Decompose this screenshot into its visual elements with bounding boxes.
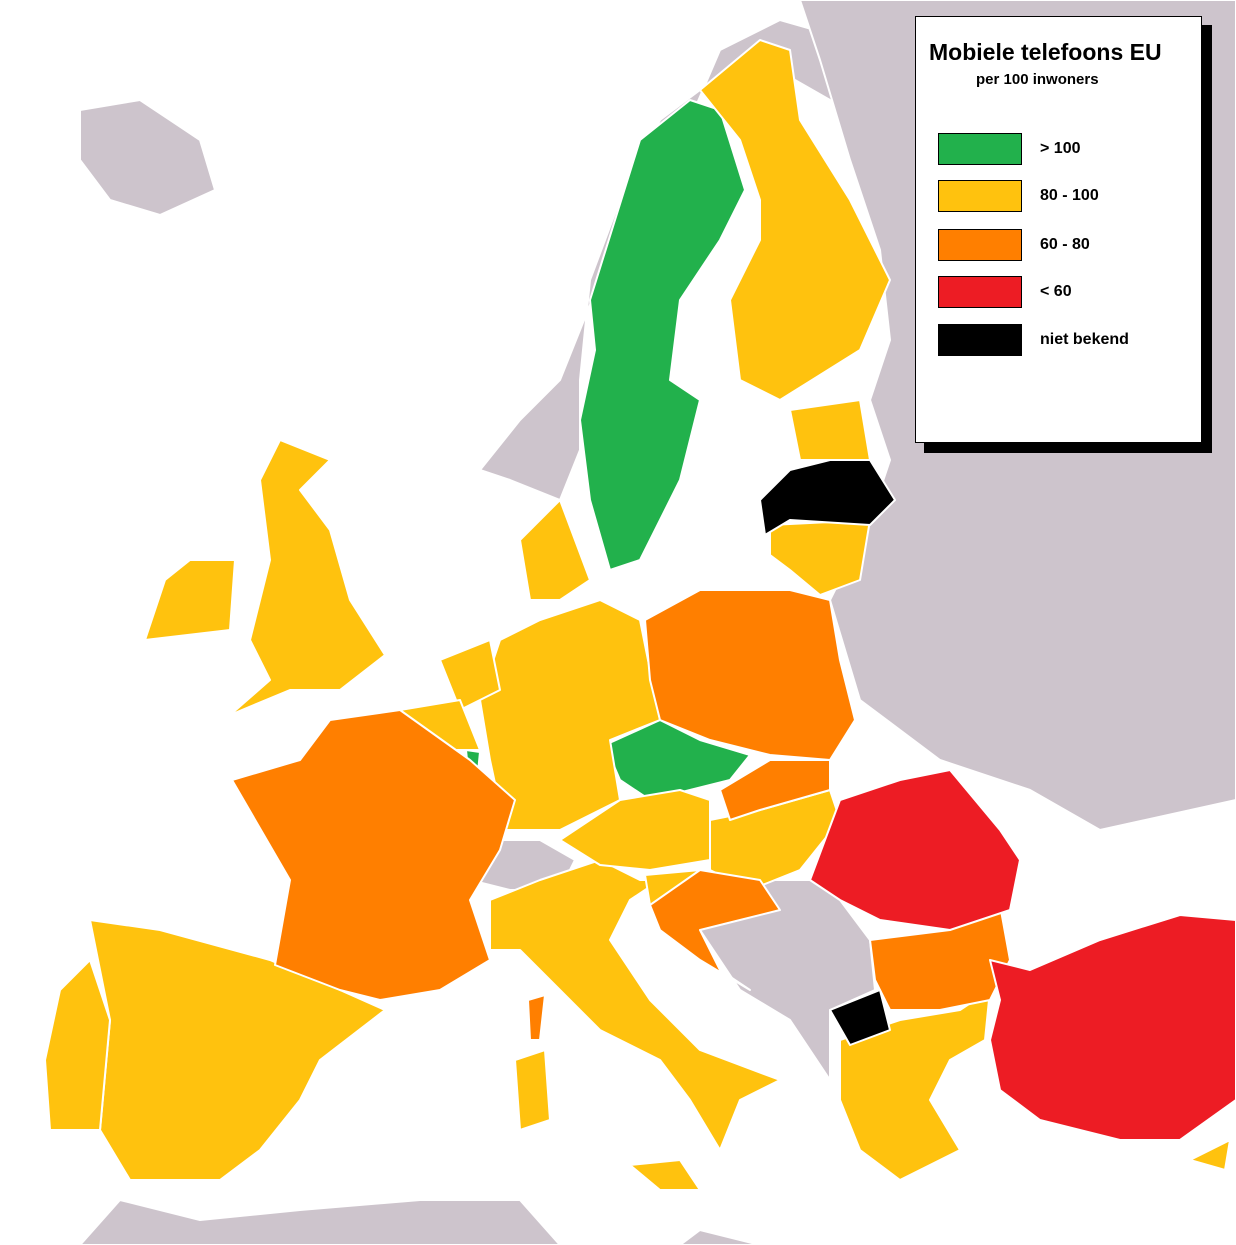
legend-label: > 100 (1040, 140, 1081, 157)
region-sweden (579, 99, 746, 571)
region-slovakia (719, 759, 831, 821)
legend: Mobiele telefoons EU per 100 inwoners > … (915, 16, 1202, 443)
legend-swatch (938, 133, 1022, 165)
legend-swatch (938, 229, 1022, 261)
region-north-africa-east (679, 1229, 761, 1245)
legend-label: < 60 (1040, 283, 1072, 300)
legend-swatch (938, 180, 1022, 212)
legend-label: 80 - 100 (1040, 187, 1099, 204)
legend-item-80-100: 80 - 100 (938, 180, 1198, 212)
region-latvia (759, 459, 896, 536)
region-finland (699, 39, 891, 401)
region-turkey (989, 914, 1236, 1141)
region-north-africa (79, 1199, 561, 1245)
region-italy (489, 859, 781, 1151)
region-romania (809, 769, 1021, 931)
region-netherlands (439, 639, 501, 711)
region-estonia (789, 399, 871, 461)
legend-item-unknown: niet bekend (938, 324, 1198, 356)
region-iceland (79, 99, 216, 216)
region-western-balkans (699, 879, 876, 1081)
region-denmark (519, 499, 591, 601)
region-greece (839, 989, 991, 1181)
region-cyprus (1189, 1139, 1231, 1171)
legend-item-60-80: 60 - 80 (938, 229, 1198, 261)
region-portugal (44, 959, 111, 1131)
legend-title: Mobiele telefoons EU (929, 39, 1162, 65)
region-united-kingdom (229, 439, 386, 716)
region-corsica (527, 994, 546, 1041)
region-sardinia (514, 1049, 551, 1131)
region-macedonia (829, 989, 891, 1046)
region-germany (479, 599, 661, 831)
legend-swatch (938, 276, 1022, 308)
region-croatia (649, 869, 781, 991)
legend-label: niet bekend (1040, 331, 1129, 348)
region-ireland (144, 559, 236, 641)
legend-swatch (938, 324, 1022, 356)
region-france (231, 709, 516, 1001)
region-sicily (629, 1159, 701, 1191)
legend-item-lt60: < 60 (938, 276, 1198, 308)
legend-item-gt100: > 100 (938, 133, 1198, 165)
legend-subtitle: per 100 inwoners (976, 71, 1099, 88)
legend-label: 60 - 80 (1040, 236, 1090, 253)
region-poland (644, 589, 856, 761)
